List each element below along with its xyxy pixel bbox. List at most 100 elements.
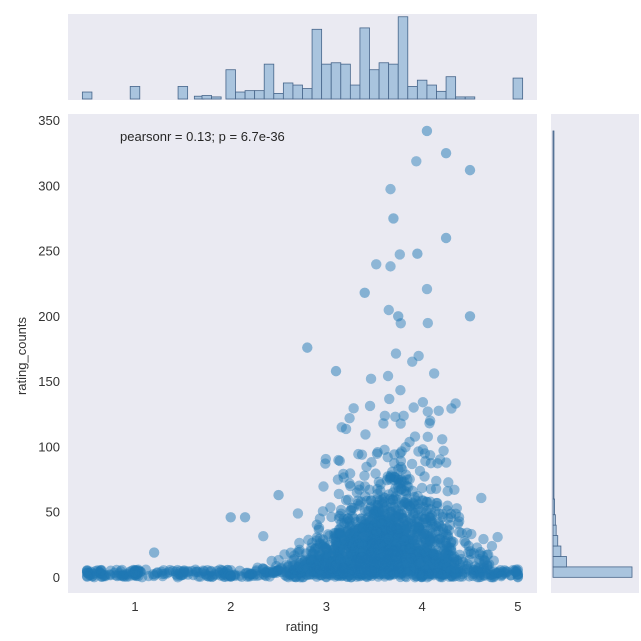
scatter-point	[345, 480, 356, 492]
scatter-point	[357, 552, 368, 563]
scatter-point	[285, 547, 296, 558]
scatter-point	[453, 566, 464, 578]
scatter-point	[322, 529, 334, 540]
scatter-point	[401, 515, 412, 527]
scatter-point	[389, 544, 400, 555]
scatter-point	[425, 483, 437, 495]
scatter-point	[452, 564, 463, 576]
scatter-point	[370, 547, 382, 558]
scatter-point	[395, 527, 406, 539]
scatter-point	[374, 531, 385, 542]
scatter-point	[410, 554, 421, 566]
scatter-point	[332, 565, 343, 576]
scatter-point	[225, 570, 236, 581]
scatter-point	[348, 559, 359, 571]
scatter-point	[408, 524, 420, 536]
scatter-point	[362, 506, 373, 517]
scatter-point	[116, 564, 128, 576]
scatter-point	[352, 538, 364, 550]
scatter-point	[372, 515, 383, 527]
scatter-point	[354, 543, 365, 554]
scatter-point	[251, 570, 263, 582]
scatter-point	[366, 565, 377, 576]
scatter-point	[276, 564, 287, 575]
scatter-point	[370, 552, 382, 564]
scatter-point	[129, 566, 141, 578]
scatter-point	[397, 512, 408, 524]
scatter-point	[353, 565, 364, 576]
scatter-point	[407, 569, 419, 580]
scatter-point	[367, 568, 379, 579]
scatter-point	[386, 558, 398, 569]
scatter-point	[328, 561, 340, 572]
scatter-point	[284, 569, 296, 581]
scatter-point	[391, 553, 403, 564]
x-tick-label: 3	[323, 599, 330, 614]
scatter-point	[489, 570, 500, 581]
scatter-point	[314, 569, 325, 581]
scatter-point	[433, 557, 445, 568]
scatter-point	[369, 562, 381, 573]
scatter-point	[415, 547, 426, 558]
scatter-point	[426, 517, 437, 529]
scatter-point	[401, 565, 413, 577]
scatter-point	[289, 564, 300, 576]
scatter-point	[389, 520, 400, 531]
scatter-point	[331, 554, 343, 565]
scatter-point	[376, 551, 388, 562]
scatter-point	[409, 550, 421, 561]
scatter-point	[392, 565, 403, 577]
scatter-point	[428, 548, 440, 560]
scatter-point	[393, 485, 404, 496]
scatter-point	[365, 548, 377, 559]
x-hist-bar	[464, 96, 476, 100]
scatter-point	[444, 549, 455, 561]
scatter-point	[115, 565, 126, 577]
scatter-point	[452, 518, 464, 529]
scatter-point	[315, 550, 326, 561]
scatter-point	[190, 564, 201, 575]
scatter-point	[360, 527, 372, 538]
scatter-point	[374, 531, 386, 542]
x-hist-bar	[369, 69, 380, 100]
scatter-point	[424, 554, 435, 566]
scatter-point	[356, 530, 368, 542]
scatter-point	[308, 566, 319, 578]
scatter-point	[411, 527, 422, 538]
scatter-point	[475, 566, 486, 578]
scatter-point	[419, 551, 430, 563]
scatter-point	[405, 516, 417, 527]
scatter-point	[407, 485, 418, 497]
scatter-point	[376, 552, 387, 564]
scatter-point	[268, 566, 279, 577]
scatter-point	[359, 543, 371, 554]
scatter-point	[395, 418, 406, 429]
scatter-point	[382, 538, 393, 550]
scatter-point	[445, 559, 457, 570]
scatter-point	[367, 538, 378, 549]
scatter-point	[361, 461, 372, 473]
scatter-point	[419, 551, 431, 562]
scatter-point	[369, 505, 381, 516]
scatter-point	[374, 527, 386, 539]
scatter-point	[443, 557, 454, 568]
scatter-point	[386, 518, 397, 529]
scatter-point	[304, 559, 315, 570]
scatter-point	[390, 560, 401, 571]
scatter-point	[409, 549, 421, 560]
scatter-point	[392, 536, 403, 547]
scatter-point	[382, 544, 394, 556]
scatter-point	[436, 559, 448, 570]
scatter-point	[371, 566, 383, 578]
scatter-point	[390, 559, 401, 570]
scatter-point	[393, 564, 405, 575]
y-tick-label: 150	[38, 374, 60, 389]
scatter-point	[366, 558, 378, 570]
top-marginal-histogram	[81, 16, 524, 100]
scatter-point	[492, 531, 503, 543]
scatter-point	[386, 524, 397, 535]
scatter-point	[357, 569, 368, 581]
scatter-point	[373, 566, 385, 578]
scatter-point	[375, 534, 387, 545]
scatter-point	[354, 546, 365, 557]
